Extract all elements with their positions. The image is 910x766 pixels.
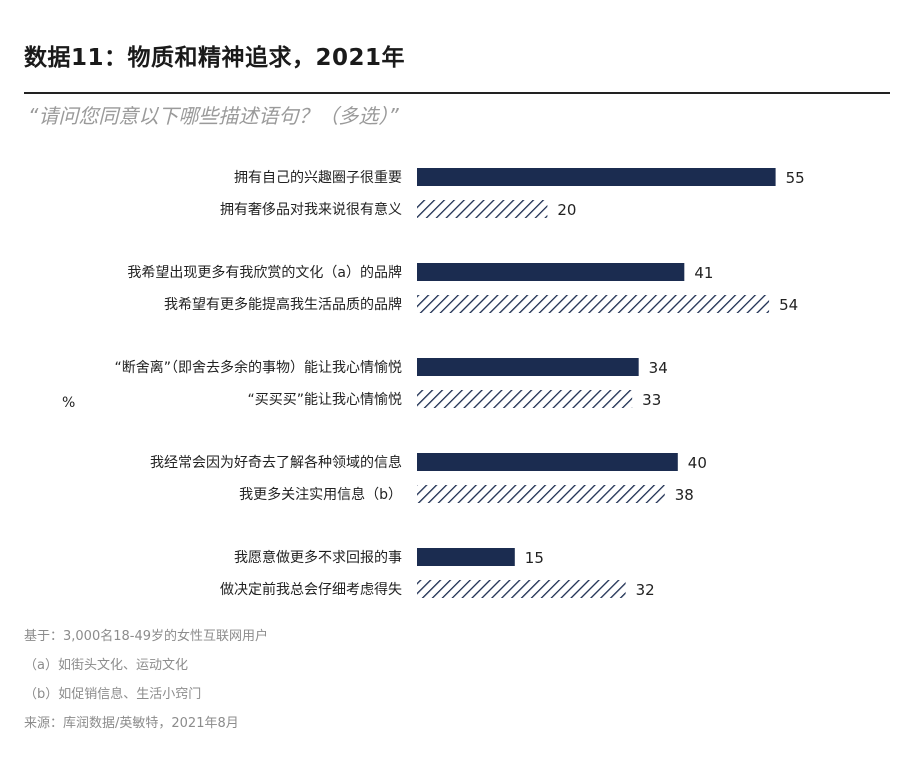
category-label-1-1: 我希望有更多能提高我生活品质的品牌 <box>164 296 402 313</box>
category-label-1-0: 我希望出现更多有我欣赏的文化（a）的品牌 <box>127 264 402 281</box>
bar-solid-0-0 <box>417 168 776 186</box>
bar-solid-3-0 <box>417 453 678 471</box>
value-label-4-0: 15 <box>525 549 544 567</box>
bars-layer: 拥有自己的兴趣圈子很重要 55 拥有奢侈品对我来说很有意义 20 我希望出现更多有我欣赏… <box>114 168 805 599</box>
footnote-source: 来源：库润数据/英敏特，2021年8月 <box>24 716 239 731</box>
bar-hatched-1-1 <box>417 295 770 313</box>
category-label-2-0: “断舍离”（即舍去多余的事物）能让我心情愉悦 <box>114 359 402 376</box>
value-label-1-1: 54 <box>779 296 798 314</box>
footnote-a: （a）如街头文化、运动文化 <box>24 658 188 673</box>
title-divider <box>24 92 890 94</box>
bar-solid-1-0 <box>417 263 685 281</box>
chart-title: 数据11：物质和精神追求，2021年 <box>24 45 406 71</box>
value-label-1-0: 41 <box>694 264 713 282</box>
value-label-3-1: 38 <box>675 486 694 504</box>
chart-subtitle: “请问您同意以下哪些描述语句？（多选）” <box>28 104 399 128</box>
footnote-b: （b）如促销信息、生活小窍门 <box>24 687 202 702</box>
category-label-3-0: 我经常会因为好奇去了解各种领域的信息 <box>150 454 402 471</box>
value-label-2-1: 33 <box>642 391 661 409</box>
footnotes: 基于：3,000名18-49岁的女性互联网用户 （a）如街头文化、运动文化 （b… <box>24 628 268 744</box>
bar-hatched-0-1 <box>417 200 548 218</box>
unit-label: % <box>62 395 75 411</box>
bar-chart: 拥有自己的兴趣圈子很重要 55 拥有奢侈品对我来说很有意义 20 我希望出现更多有我欣赏… <box>62 168 805 599</box>
value-label-2-0: 34 <box>649 359 668 377</box>
category-label-3-1: 我更多关注实用信息（b） <box>239 486 402 503</box>
category-label-4-0: 我愿意做更多不求回报的事 <box>234 549 402 566</box>
category-label-0-0: 拥有自己的兴趣圈子很重要 <box>234 170 402 186</box>
bar-solid-4-0 <box>417 548 515 566</box>
bar-hatched-3-1 <box>417 485 665 503</box>
bar-hatched-2-1 <box>417 390 633 408</box>
category-label-0-1: 拥有奢侈品对我来说很有意义 <box>220 201 402 218</box>
category-label-2-1: “买买买”能让我心情愉悦 <box>247 392 402 408</box>
bar-solid-2-0 <box>417 358 639 376</box>
value-label-0-0: 55 <box>786 169 805 187</box>
footnote-base: 基于：3,000名18-49岁的女性互联网用户 <box>24 629 268 644</box>
value-label-0-1: 20 <box>557 201 576 219</box>
category-label-4-1: 做决定前我总会仔细考虑得失 <box>220 581 402 598</box>
value-label-4-1: 32 <box>636 581 655 599</box>
value-label-3-0: 40 <box>688 454 707 472</box>
bar-hatched-4-1 <box>417 580 626 598</box>
